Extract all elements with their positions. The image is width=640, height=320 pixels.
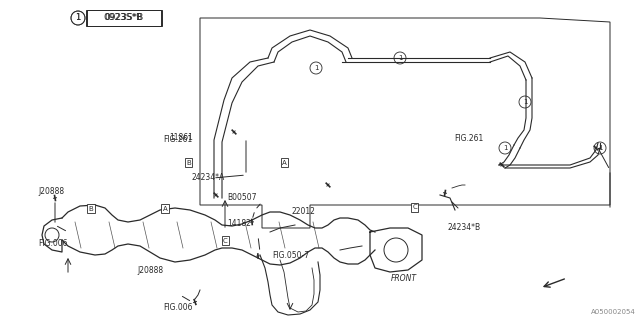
Text: C: C xyxy=(412,204,417,210)
Text: FIG.006: FIG.006 xyxy=(38,239,68,248)
Text: FIG.050-7: FIG.050-7 xyxy=(272,251,309,260)
Text: 1: 1 xyxy=(314,65,318,71)
Text: J20888: J20888 xyxy=(38,187,65,196)
Text: 1: 1 xyxy=(397,55,403,61)
Text: 24234*B: 24234*B xyxy=(448,223,481,232)
Text: 1: 1 xyxy=(503,145,508,151)
Text: 14182: 14182 xyxy=(227,220,251,228)
Text: 24234*A: 24234*A xyxy=(192,173,225,182)
Text: 1: 1 xyxy=(523,99,527,105)
Text: B: B xyxy=(186,160,191,165)
Text: B00507: B00507 xyxy=(227,193,257,202)
Text: 11861: 11861 xyxy=(170,133,193,142)
Text: 0923S*B: 0923S*B xyxy=(104,13,143,22)
Text: FIG.006: FIG.006 xyxy=(163,303,193,312)
Text: 1: 1 xyxy=(598,145,602,151)
Text: 22012: 22012 xyxy=(291,207,315,216)
Text: 1: 1 xyxy=(76,13,81,22)
Text: FIG.261: FIG.261 xyxy=(454,134,484,143)
Bar xyxy=(87,10,162,26)
Text: A: A xyxy=(163,206,168,212)
Text: C: C xyxy=(223,238,228,244)
Text: J20888: J20888 xyxy=(138,266,164,275)
Text: A050002054: A050002054 xyxy=(591,309,636,315)
Text: B: B xyxy=(88,206,93,212)
Text: 0923S*B: 0923S*B xyxy=(104,13,143,22)
Bar xyxy=(86,10,161,26)
Text: FIG.261: FIG.261 xyxy=(163,135,193,144)
Text: A: A xyxy=(282,160,287,165)
Text: 1: 1 xyxy=(76,13,81,22)
Text: FRONT: FRONT xyxy=(390,274,417,283)
